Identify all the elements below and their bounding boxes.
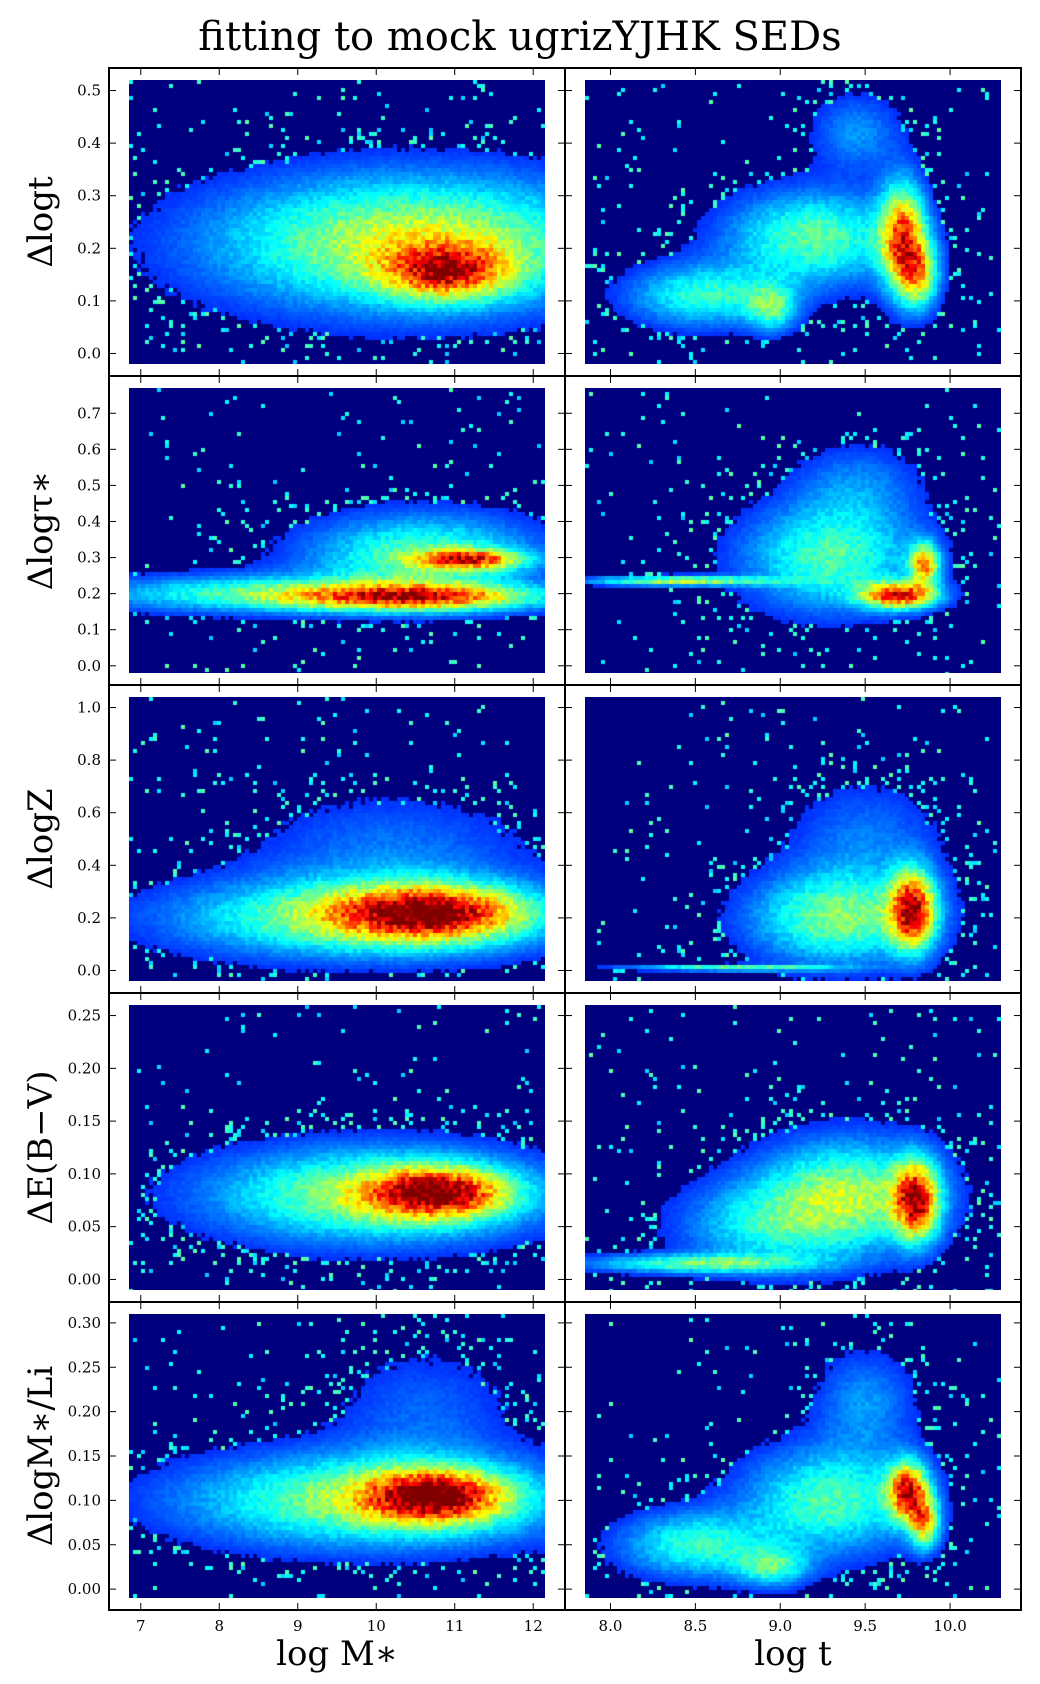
- x-tick-label: 11: [445, 1617, 464, 1635]
- y-tick-label: 0.20: [68, 1059, 101, 1077]
- y-axis-label: ΔlogM∗/Li: [21, 1366, 61, 1547]
- y-tick-label: 0.5: [77, 82, 101, 100]
- y-axis-label: Δlogτ∗: [21, 471, 61, 591]
- x-tick-label: 9.5: [853, 1617, 877, 1635]
- y-tick-label: 0.0: [77, 344, 101, 362]
- heatmap-image: [129, 697, 545, 981]
- x-tick-label: 10: [367, 1617, 386, 1635]
- y-tick-label: 0.1: [77, 292, 101, 310]
- y-tick-label: 0.25: [68, 1007, 101, 1025]
- y-axis-label: ΔE(B−V): [21, 1071, 61, 1225]
- y-tick-label: 0.3: [77, 187, 101, 205]
- x-tick-label: 9: [293, 1617, 303, 1635]
- y-axis-label: ΔlogZ: [21, 788, 61, 889]
- panel-r1-c0: 0.0 0.1 0.2 0.3 0.4 0.5 0.6 0.7: [77, 375, 566, 686]
- y-tick-label: 0.25: [68, 1358, 101, 1376]
- y-tick-label: 0.05: [68, 1218, 101, 1236]
- y-tick-label: 0.4: [77, 512, 101, 530]
- y-tick-label: 0.2: [77, 585, 101, 603]
- y-tick-label: 0.00: [68, 1580, 101, 1598]
- panel-r3-c0: 0.00 0.05 0.10 0.15 0.20 0.25: [68, 992, 566, 1303]
- heatmap-image: [585, 1314, 1001, 1598]
- y-tick-label: 0.30: [68, 1314, 101, 1332]
- y-tick-label: 0.0: [77, 657, 101, 675]
- y-tick-label: 0.8: [77, 751, 101, 769]
- panel-r3-c1: [564, 992, 1022, 1303]
- y-tick-label: 0.3: [77, 549, 101, 567]
- heatmap-image: [129, 1314, 545, 1598]
- y-tick-label: 0.4: [77, 856, 101, 874]
- panel-r2-c0: 0.0 0.2 0.4 0.6 0.8 1.0: [77, 684, 566, 994]
- x-tick-label: 7: [136, 1617, 146, 1635]
- heatmap-image: [129, 388, 545, 673]
- y-axis-label: Δlogt: [21, 176, 61, 268]
- x-tick-label: 8: [214, 1617, 224, 1635]
- y-tick-label: 0.10: [68, 1165, 101, 1183]
- y-tick-label: 0.20: [68, 1403, 101, 1421]
- y-tick-label: 0.05: [68, 1536, 101, 1554]
- x-tick-label: 10.0: [933, 1617, 966, 1635]
- heatmap-image: [585, 1005, 1001, 1290]
- y-tick-label: 0.6: [77, 804, 101, 822]
- y-tick-label: 0.2: [77, 239, 101, 257]
- y-tick-label: 0.15: [68, 1112, 101, 1130]
- panel-r4-c0: 7 8 9 10 11 12 0.00 0.05 0.10 0.15 0.20 0.25 0.30: [68, 1301, 566, 1635]
- panel-grid: 0.00.10.20.30.40.50.00.10.20.30.40.50.60…: [21, 67, 1022, 1674]
- panel-r0-c0: 0.0 0.1 0.2 0.3 0.4 0.5: [77, 67, 566, 377]
- y-tick-label: 0.1: [77, 621, 101, 639]
- y-tick-label: 0.2: [77, 909, 101, 927]
- y-tick-label: 0.4: [77, 134, 101, 152]
- heatmap-image: [585, 697, 1001, 981]
- y-tick-label: 0.15: [68, 1447, 101, 1465]
- heatmap-image: [129, 1005, 545, 1290]
- panel-r2-c1: [564, 684, 1022, 994]
- panel-r0-c1: [564, 67, 1022, 377]
- heatmap-image: [129, 80, 545, 364]
- y-tick-label: 0.6: [77, 440, 101, 458]
- x-axis-label: log t: [754, 1634, 832, 1674]
- x-tick-label: 9.0: [768, 1617, 792, 1635]
- y-tick-label: 0.10: [68, 1491, 101, 1509]
- heatmap-image: [585, 80, 1001, 364]
- figure-title: fitting to mock ugrizYJHK SEDs: [198, 14, 841, 60]
- y-tick-label: 0.7: [77, 404, 101, 422]
- x-tick-label: 8.5: [683, 1617, 707, 1635]
- y-tick-label: 1.0: [77, 699, 101, 717]
- x-axis-label: log M∗: [276, 1634, 398, 1674]
- heatmap-image: [585, 388, 1001, 673]
- y-tick-label: 0.00: [68, 1270, 101, 1288]
- y-tick-label: 0.0: [77, 961, 101, 979]
- y-tick-label: 0.5: [77, 476, 101, 494]
- panel-r4-c1: 8.0 8.5 9.0 9.5 10.0: [564, 1301, 1022, 1635]
- panel-r1-c1: [564, 375, 1022, 686]
- x-tick-label: 12: [524, 1617, 543, 1635]
- x-tick-label: 8.0: [599, 1617, 623, 1635]
